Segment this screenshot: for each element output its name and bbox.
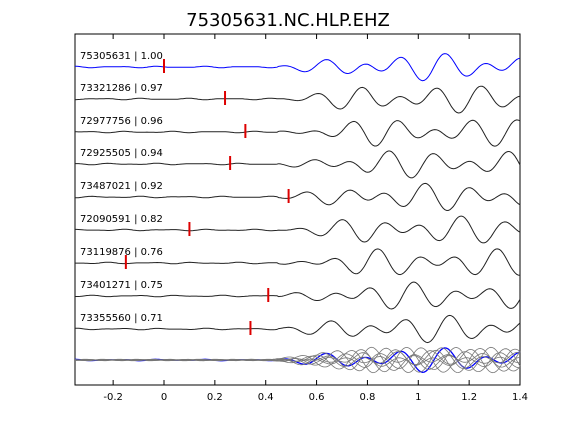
trace-label: 73321286 | 0.97 bbox=[80, 83, 163, 94]
x-tick-label: 1.2 bbox=[461, 392, 477, 403]
trace-label: 72090591 | 0.82 bbox=[80, 214, 163, 225]
plot-frame bbox=[74, 33, 521, 386]
traces-group bbox=[74, 53, 521, 344]
trace-label: 73487021 | 0.92 bbox=[80, 181, 163, 192]
trace-line bbox=[75, 215, 521, 244]
trace-label: 72925505 | 0.94 bbox=[80, 148, 163, 159]
trace-label: 72977756 | 0.96 bbox=[80, 116, 163, 127]
x-tick-label: 0.2 bbox=[207, 392, 223, 403]
x-tick-label: -0.2 bbox=[103, 392, 123, 403]
trace-label: 73401271 | 0.75 bbox=[80, 280, 163, 291]
pick-markers-group bbox=[124, 59, 290, 335]
trace-line bbox=[75, 281, 521, 310]
trace-line bbox=[75, 314, 521, 344]
x-axis: -0.2 0 0.2 0.4 0.6 0.8 1 1.2 1.4 bbox=[103, 34, 528, 403]
stack-trace-line bbox=[74, 347, 521, 373]
x-tick-label: 1.4 bbox=[512, 392, 528, 403]
trace-line bbox=[75, 182, 521, 212]
stack-group bbox=[74, 346, 521, 374]
x-tick-label: 0.8 bbox=[359, 392, 375, 403]
chart-title: 75305631.NC.HLP.EHZ bbox=[186, 10, 390, 31]
trace-label: 75305631 | 1.00 bbox=[80, 51, 163, 62]
trace-line bbox=[74, 53, 521, 82]
x-tick-label: 1 bbox=[415, 392, 421, 403]
x-tick-label: 0.6 bbox=[309, 392, 325, 403]
trace-label: 73355560 | 0.71 bbox=[80, 313, 163, 324]
trace-line bbox=[75, 248, 521, 276]
x-tick-label: 0.4 bbox=[258, 392, 274, 403]
x-tick-label: 0 bbox=[161, 392, 167, 403]
trace-line bbox=[75, 119, 521, 147]
trace-line bbox=[74, 85, 521, 114]
trace-line bbox=[75, 150, 521, 179]
stack-trace-line bbox=[74, 346, 521, 373]
trace-label: 73119876 | 0.76 bbox=[80, 247, 163, 258]
trace-labels-group: 75305631 | 1.00 73321286 | 0.97 72977756 |… bbox=[80, 51, 163, 324]
